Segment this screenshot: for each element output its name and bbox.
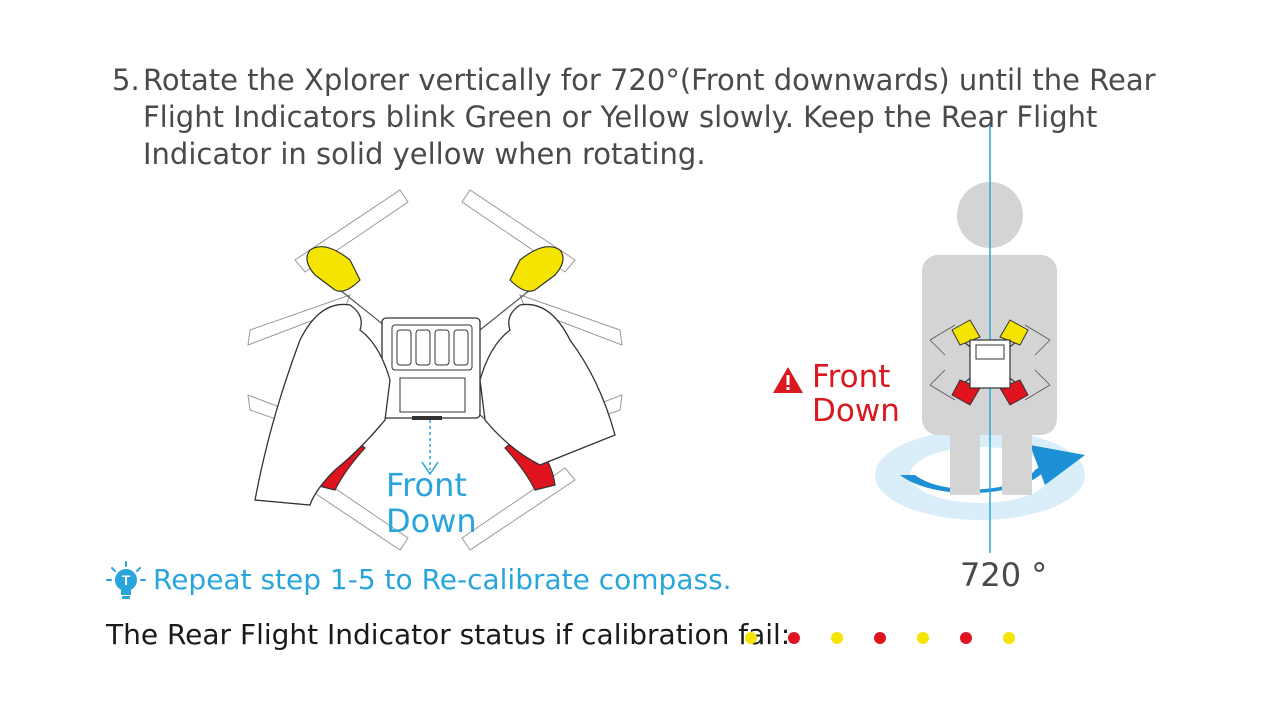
indicator-dot-yellow: [745, 632, 757, 644]
indicator-dot-red: [874, 632, 886, 644]
person-rotating-illustration: [875, 125, 1085, 553]
tip-text: Repeat step 1-5 to Re-calibrate compass.: [153, 563, 732, 596]
lightbulb-icon: T: [106, 561, 146, 599]
indicator-dot-yellow: [831, 632, 843, 644]
warning-triangle-icon: [773, 367, 803, 393]
front-down-label-right: Front Down: [812, 360, 900, 428]
step-instruction: 5. Rotate the Xplorer vertically for 720…: [112, 62, 1172, 173]
indicator-dot-yellow: [917, 632, 929, 644]
indicator-dot-red: [788, 632, 800, 644]
front-down-right-line1: Front: [812, 359, 891, 395]
step-number: 5.: [112, 63, 140, 97]
drone-in-hands-illustration: [247, 189, 623, 551]
rotation-degree-label: 720 °: [960, 556, 1048, 594]
front-down-left-line1: Front: [386, 466, 467, 504]
status-text: The Rear Flight Indicator status if cali…: [106, 618, 791, 651]
front-down-right-line2: Down: [812, 393, 900, 429]
svg-text:T: T: [122, 572, 131, 588]
step-text: Rotate the Xplorer vertically for 720°(F…: [143, 63, 1156, 171]
blink-sequence: [745, 632, 1025, 648]
front-down-left-line2: Down: [386, 502, 477, 540]
indicator-dot-yellow: [1003, 632, 1015, 644]
front-down-label-left: Front Down: [386, 467, 477, 539]
indicator-dot-red: [960, 632, 972, 644]
